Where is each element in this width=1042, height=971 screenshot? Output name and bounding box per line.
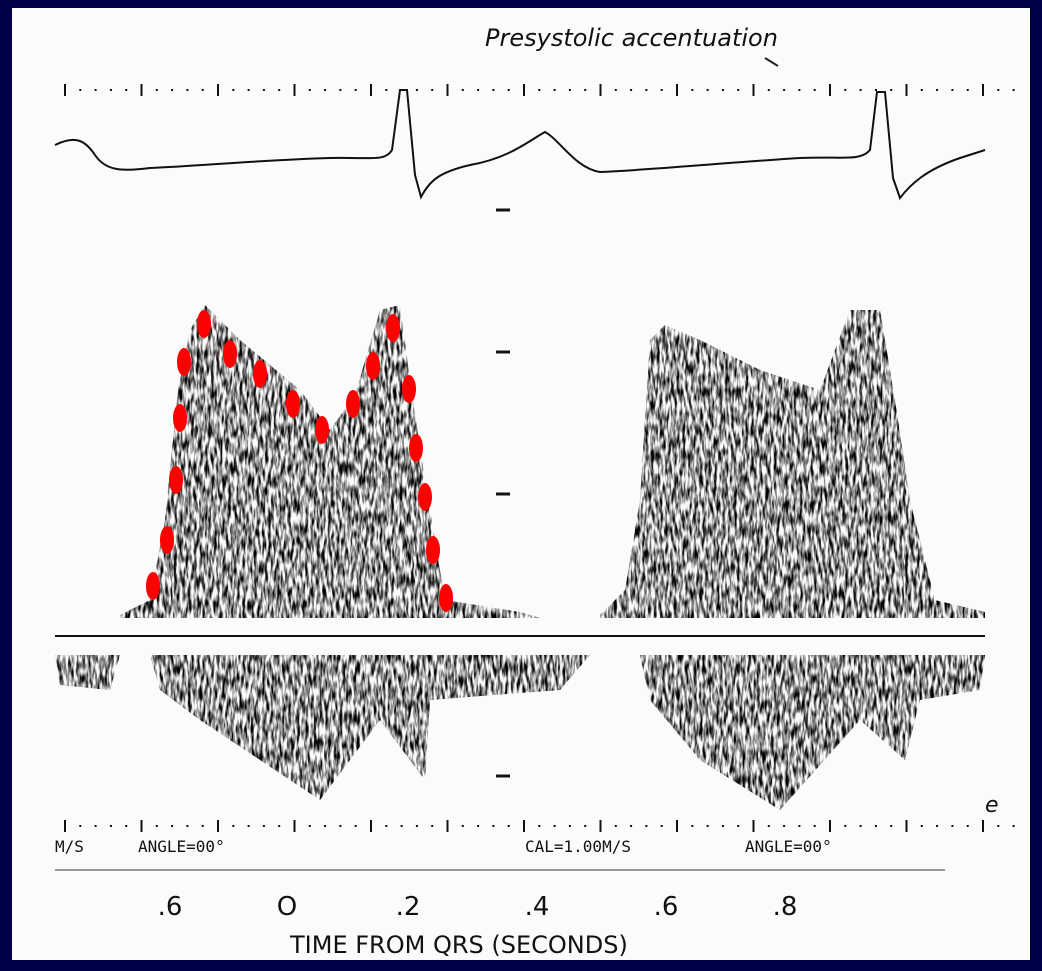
axis-title: TIME FROM QRS (SECONDS): [289, 931, 628, 959]
scale-dashes: [496, 208, 510, 778]
envelope-markers: [146, 310, 453, 612]
tick-label: O: [277, 892, 297, 922]
tick-label: .8: [773, 892, 798, 922]
cal-text: ANGLE=00°: [138, 837, 225, 856]
top-time-marks: [64, 84, 1015, 96]
tick-label: .4: [525, 892, 550, 922]
ecg-trace: [54, 89, 986, 201]
bottom-time-marks: [64, 820, 1015, 832]
annotation: Presystolic accentuation: [485, 24, 778, 52]
cal-text: CAL=1.00M/S: [525, 837, 631, 856]
time-axis: .6 O .2 .4 .6 .8: [158, 892, 798, 922]
tick-label: .6: [654, 892, 679, 922]
cal-text: M/S: [55, 837, 84, 856]
tick-label: .6: [158, 892, 183, 922]
tick-label: .2: [396, 892, 421, 922]
edge-letter: e: [985, 793, 999, 818]
doppler-spectrum: [55, 305, 985, 810]
cal-text: ANGLE=00°: [745, 837, 832, 856]
